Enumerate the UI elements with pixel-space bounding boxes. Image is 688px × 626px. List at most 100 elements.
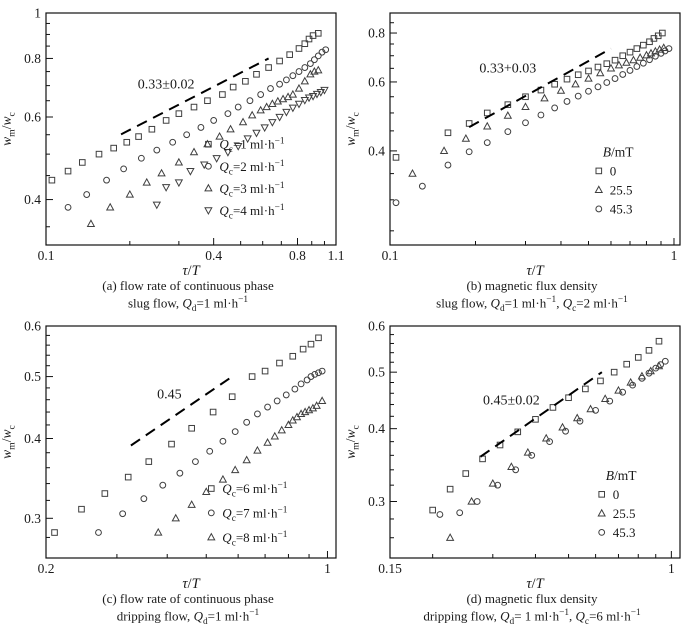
data-point-square xyxy=(276,359,283,367)
data-point-triangle-down xyxy=(320,86,329,95)
data-point-triangle-up xyxy=(586,404,595,413)
data-point-circle xyxy=(576,417,584,425)
legend-marker-square xyxy=(595,167,603,175)
data-point-square xyxy=(276,57,283,65)
data-point-triangle-up xyxy=(521,102,530,111)
data-point-triangle-up xyxy=(606,63,616,72)
data-point-square xyxy=(429,506,436,514)
data-point-circle xyxy=(619,71,627,78)
legend-marker-triangle-up xyxy=(597,508,606,517)
legend-marker-square xyxy=(208,485,215,492)
data-point-circle xyxy=(297,380,305,388)
data-point-triangle-up xyxy=(540,93,549,102)
data-point-triangle-down xyxy=(268,119,277,127)
y-tick-label: 0.6 xyxy=(24,110,41,125)
data-point-triangle-up xyxy=(488,478,498,487)
data-point-square xyxy=(582,385,589,393)
data-point-triangle-down xyxy=(316,89,326,97)
y-axis-label: wm/wc xyxy=(344,424,362,458)
data-point-circle xyxy=(528,451,536,459)
data-point-circle xyxy=(633,63,641,70)
data-point-square xyxy=(286,51,293,58)
data-point-circle xyxy=(169,138,177,146)
data-point-triangle-up xyxy=(226,124,235,133)
data-point-triangle-down xyxy=(252,129,261,138)
data-point-square xyxy=(646,38,653,46)
y-tick-label: 0.4 xyxy=(24,431,41,446)
data-point-triangle-up xyxy=(308,403,318,412)
data-point-circle xyxy=(197,124,205,131)
data-point-triangle-down xyxy=(312,90,322,99)
data-point-triangle-down xyxy=(223,149,233,157)
data-point-square xyxy=(305,35,313,43)
data-point-triangle-up xyxy=(283,92,293,101)
data-point-triangle-up xyxy=(256,105,265,114)
data-point-square xyxy=(299,345,307,353)
data-point-circle xyxy=(306,60,314,67)
data-point-triangle-down xyxy=(294,100,304,109)
data-point-triangle-up xyxy=(189,147,199,156)
caption-d-line1: (d) magnetic flux density xyxy=(466,591,598,606)
legend-label: 25.5 xyxy=(610,182,633,197)
data-point-square xyxy=(444,129,452,137)
data-point-circle xyxy=(224,110,232,118)
data-point-square xyxy=(295,45,303,52)
legend-label: Qc=6 ml·h−1 xyxy=(222,481,287,500)
data-point-triangle-up xyxy=(230,465,240,474)
caption-c-line1: (c) flow rate of continuous phase xyxy=(102,591,274,606)
data-point-square xyxy=(462,470,470,477)
data-point-triangle-up xyxy=(614,60,624,69)
data-point-square xyxy=(645,347,653,354)
data-point-circle xyxy=(494,481,502,489)
slope-label: 0.45 xyxy=(157,388,182,403)
data-point-square xyxy=(261,367,269,375)
data-point-square xyxy=(253,71,260,78)
data-point-square xyxy=(168,440,175,448)
data-point-triangle-down xyxy=(161,184,171,192)
data-point-circle xyxy=(314,52,322,60)
data-point-square xyxy=(315,334,322,342)
data-point-square xyxy=(148,125,156,133)
data-point-triangle-up xyxy=(86,219,96,227)
data-point-square xyxy=(446,485,454,493)
data-point-square xyxy=(597,377,604,385)
data-point-circle xyxy=(103,176,110,184)
data-point-triangle-down xyxy=(275,113,284,122)
data-point-square xyxy=(392,154,400,161)
data-point-circle xyxy=(95,529,102,536)
data-point-triangle-down xyxy=(212,155,221,163)
data-point-circle xyxy=(418,182,426,190)
legend-marker-circle xyxy=(207,509,215,517)
data-point-circle xyxy=(307,373,315,380)
data-point-circle xyxy=(646,56,653,64)
plot-box xyxy=(389,12,681,246)
y-tick-label: 0.3 xyxy=(368,494,385,509)
data-point-square xyxy=(289,352,297,360)
data-point-triangle-up xyxy=(215,131,224,140)
data-point-triangle-up xyxy=(629,55,638,64)
y-tick-label: 0.8 xyxy=(24,51,41,66)
data-point-triangle-up xyxy=(187,500,196,508)
data-point-square xyxy=(78,159,86,166)
data-point-circle xyxy=(140,495,148,503)
data-point-square xyxy=(634,354,642,361)
data-point-square xyxy=(228,393,236,401)
data-point-circle xyxy=(657,361,664,369)
data-point-triangle-up xyxy=(263,438,272,446)
y-tick-label: 1 xyxy=(34,6,41,21)
data-point-circle xyxy=(159,481,167,489)
data-point-circle xyxy=(295,68,303,75)
data-point-square xyxy=(655,337,663,345)
chart-b: 0.1 1 0.4 0.6 0.8 0.33+0.03 B/mT 0 25.5 45.3 τ/T wm… xyxy=(344,12,681,278)
data-point-circle xyxy=(603,79,611,86)
data-point-circle xyxy=(611,75,619,82)
data-point-triangle-down xyxy=(282,108,291,117)
y-tick-label: 0.6 xyxy=(24,319,41,334)
data-point-square xyxy=(95,150,103,158)
data-point-square xyxy=(190,103,198,111)
data-point-triangle-up xyxy=(288,89,298,98)
data-point-circle xyxy=(574,92,582,100)
data-point-circle xyxy=(192,458,199,466)
data-point-triangle-down xyxy=(152,201,162,210)
data-point-triangle-up xyxy=(304,405,314,414)
